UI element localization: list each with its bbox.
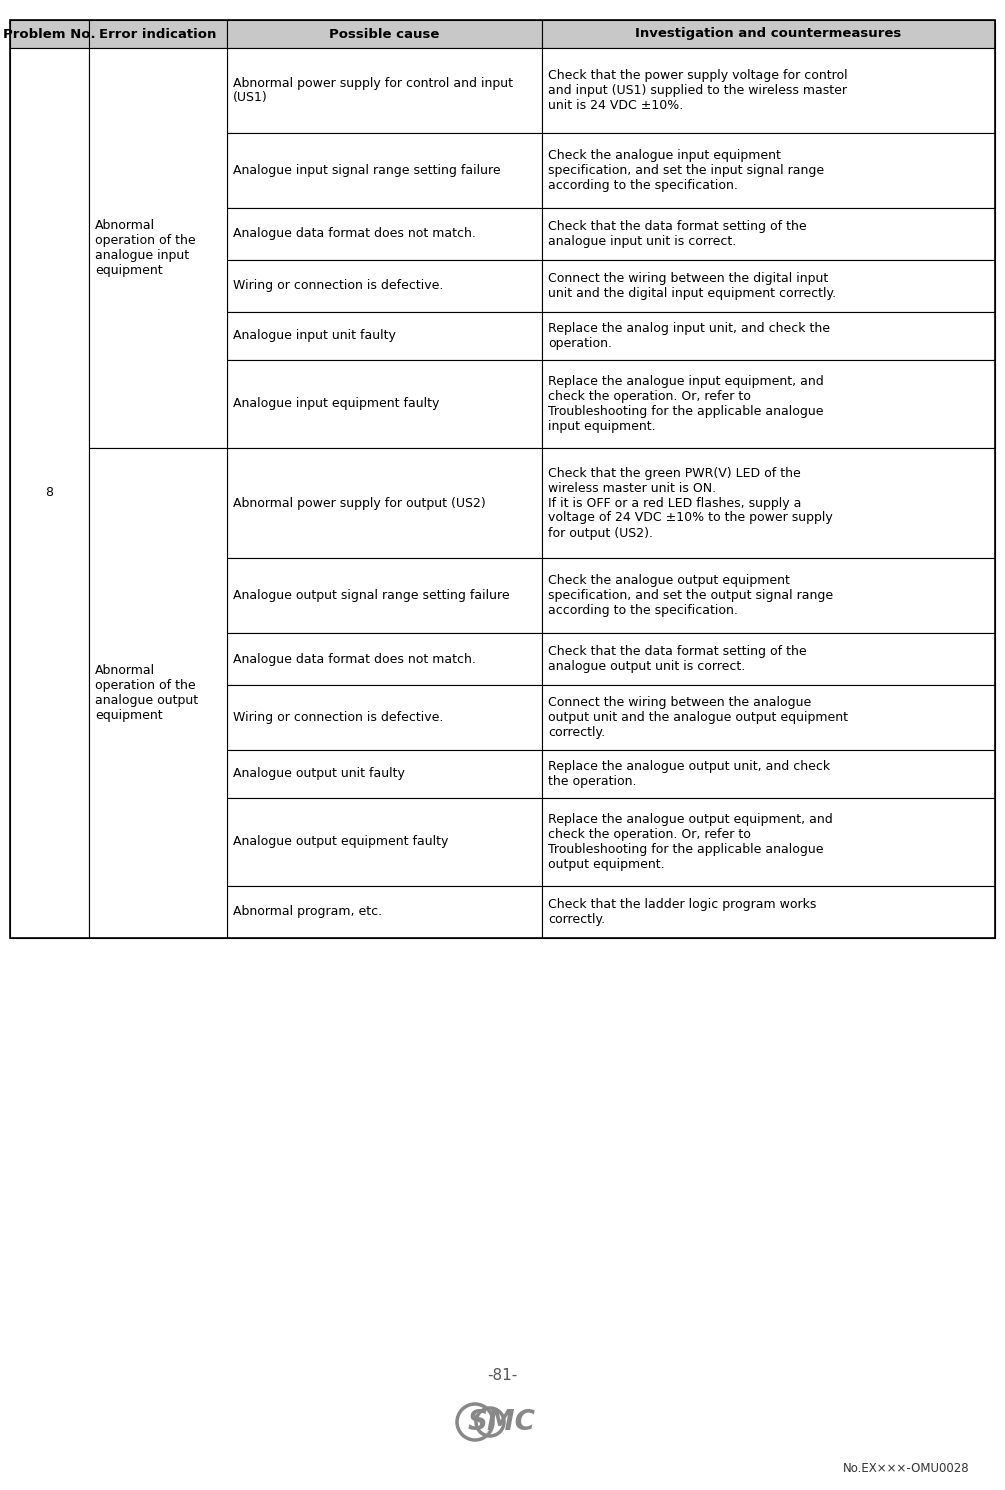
Bar xyxy=(227,887,542,939)
Bar xyxy=(542,19,995,48)
Text: Investigation and countermeasures: Investigation and countermeasures xyxy=(635,27,901,40)
Text: SMC: SMC xyxy=(468,1408,536,1436)
Bar xyxy=(227,259,542,311)
Text: Abnormal power supply for output (US2): Abnormal power supply for output (US2) xyxy=(233,496,485,510)
Text: Analogue input unit faulty: Analogue input unit faulty xyxy=(233,329,396,343)
Text: -81-: -81- xyxy=(486,1368,518,1383)
Text: Analogue data format does not match.: Analogue data format does not match. xyxy=(233,653,475,666)
Text: Error indication: Error indication xyxy=(99,27,216,40)
Bar xyxy=(227,133,542,209)
Bar xyxy=(542,133,995,209)
Bar xyxy=(227,311,542,361)
Text: Analogue data format does not match.: Analogue data format does not match. xyxy=(233,228,475,240)
Text: 8: 8 xyxy=(45,487,53,499)
Text: Check that the data format setting of the
analogue input unit is correct.: Check that the data format setting of th… xyxy=(548,221,807,247)
Text: Check that the ladder logic program works
correctly.: Check that the ladder logic program work… xyxy=(548,898,816,925)
Bar xyxy=(88,448,227,939)
Bar xyxy=(542,209,995,259)
Bar xyxy=(227,48,542,133)
Bar xyxy=(227,209,542,259)
Bar xyxy=(542,557,995,633)
Text: Abnormal program, etc.: Abnormal program, etc. xyxy=(233,906,382,918)
Bar xyxy=(542,685,995,749)
Text: Connect the wiring between the analogue
output unit and the analogue output equi: Connect the wiring between the analogue … xyxy=(548,696,848,739)
Bar xyxy=(10,19,88,48)
Text: Replace the analogue input equipment, and
check the operation. Or, refer to
Trou: Replace the analogue input equipment, an… xyxy=(548,375,824,434)
Bar xyxy=(227,799,542,887)
Bar xyxy=(88,48,227,448)
Text: Replace the analogue output equipment, and
check the operation. Or, refer to
Tro: Replace the analogue output equipment, a… xyxy=(548,814,833,872)
Bar xyxy=(10,48,88,939)
Bar xyxy=(542,361,995,448)
Bar xyxy=(542,633,995,685)
Text: Check that the data format setting of the
analogue output unit is correct.: Check that the data format setting of th… xyxy=(548,645,807,673)
Text: Abnormal
operation of the
analogue output
equipment: Abnormal operation of the analogue outpu… xyxy=(94,665,198,723)
Text: Connect the wiring between the digital input
unit and the digital input equipmen: Connect the wiring between the digital i… xyxy=(548,273,836,299)
Text: Replace the analogue output unit, and check
the operation.: Replace the analogue output unit, and ch… xyxy=(548,760,830,788)
Bar xyxy=(88,19,227,48)
Bar xyxy=(227,685,542,749)
Text: Analogue output equipment faulty: Analogue output equipment faulty xyxy=(233,836,448,848)
Text: Analogue input signal range setting failure: Analogue input signal range setting fail… xyxy=(233,164,500,177)
Text: Analogue output signal range setting failure: Analogue output signal range setting fai… xyxy=(233,589,510,602)
Bar xyxy=(227,557,542,633)
Text: Wiring or connection is defective.: Wiring or connection is defective. xyxy=(233,711,443,724)
Text: Wiring or connection is defective.: Wiring or connection is defective. xyxy=(233,280,443,292)
Bar xyxy=(542,259,995,311)
Text: Check that the green PWR(V) LED of the
wireless master unit is ON.
If it is OFF : Check that the green PWR(V) LED of the w… xyxy=(548,466,833,539)
Bar xyxy=(10,19,995,939)
Bar xyxy=(542,448,995,557)
Text: Problem No.: Problem No. xyxy=(3,27,95,40)
Bar xyxy=(542,311,995,361)
Bar xyxy=(542,799,995,887)
Bar xyxy=(542,48,995,133)
Bar xyxy=(542,887,995,939)
Bar xyxy=(227,448,542,557)
Bar xyxy=(542,749,995,799)
Bar xyxy=(227,361,542,448)
Text: Check that the power supply voltage for control
and input (US1) supplied to the : Check that the power supply voltage for … xyxy=(548,69,847,112)
Text: Check the analogue output equipment
specification, and set the output signal ran: Check the analogue output equipment spec… xyxy=(548,574,833,617)
Text: Abnormal power supply for control and input
(US1): Abnormal power supply for control and in… xyxy=(233,76,513,104)
Text: No.EX×××-OMU0028: No.EX×××-OMU0028 xyxy=(843,1462,970,1475)
Bar xyxy=(227,19,542,48)
Text: Analogue output unit faulty: Analogue output unit faulty xyxy=(233,767,405,781)
Text: Possible cause: Possible cause xyxy=(329,27,439,40)
Text: Replace the analog input unit, and check the
operation.: Replace the analog input unit, and check… xyxy=(548,322,830,350)
Bar xyxy=(227,749,542,799)
Text: Abnormal
operation of the
analogue input
equipment: Abnormal operation of the analogue input… xyxy=(94,219,195,277)
Text: Check the analogue input equipment
specification, and set the input signal range: Check the analogue input equipment speci… xyxy=(548,149,824,192)
Text: Analogue input equipment faulty: Analogue input equipment faulty xyxy=(233,398,439,411)
Bar xyxy=(227,633,542,685)
